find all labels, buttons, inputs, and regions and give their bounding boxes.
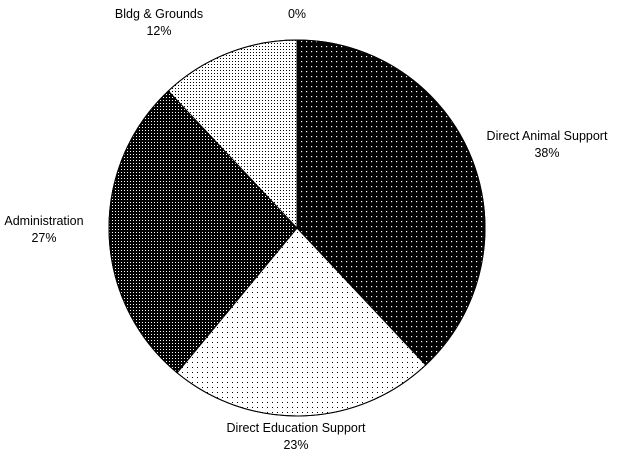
slice-percent-label: 12% [146,24,171,38]
slice-label-direct-animal-support: Direct Animal Support 38% [487,129,608,160]
slice-percent-label: 23% [283,438,308,452]
slice-label-bldg-grounds: Bldg & Grounds 12% [115,7,203,38]
pie-labels: Direct Animal Support 38% Direct Education… [4,7,608,452]
slice-label-direct-education-support: Direct Education Support 23% [227,421,366,452]
slice-percent-label: 27% [31,231,56,245]
slice-label-administration: Administration 27% [4,214,83,245]
slice-percent-label: 38% [534,146,559,160]
slice-category-label: Bldg & Grounds [115,7,203,21]
pie-outline [108,39,486,417]
pie-slices [108,39,486,417]
slice-category-label: Direct Education Support [227,421,366,435]
slice-category-label: Direct Animal Support [487,129,608,143]
slice-label-zero: 0% [288,7,306,21]
slice-category-label: Administration [4,214,83,228]
